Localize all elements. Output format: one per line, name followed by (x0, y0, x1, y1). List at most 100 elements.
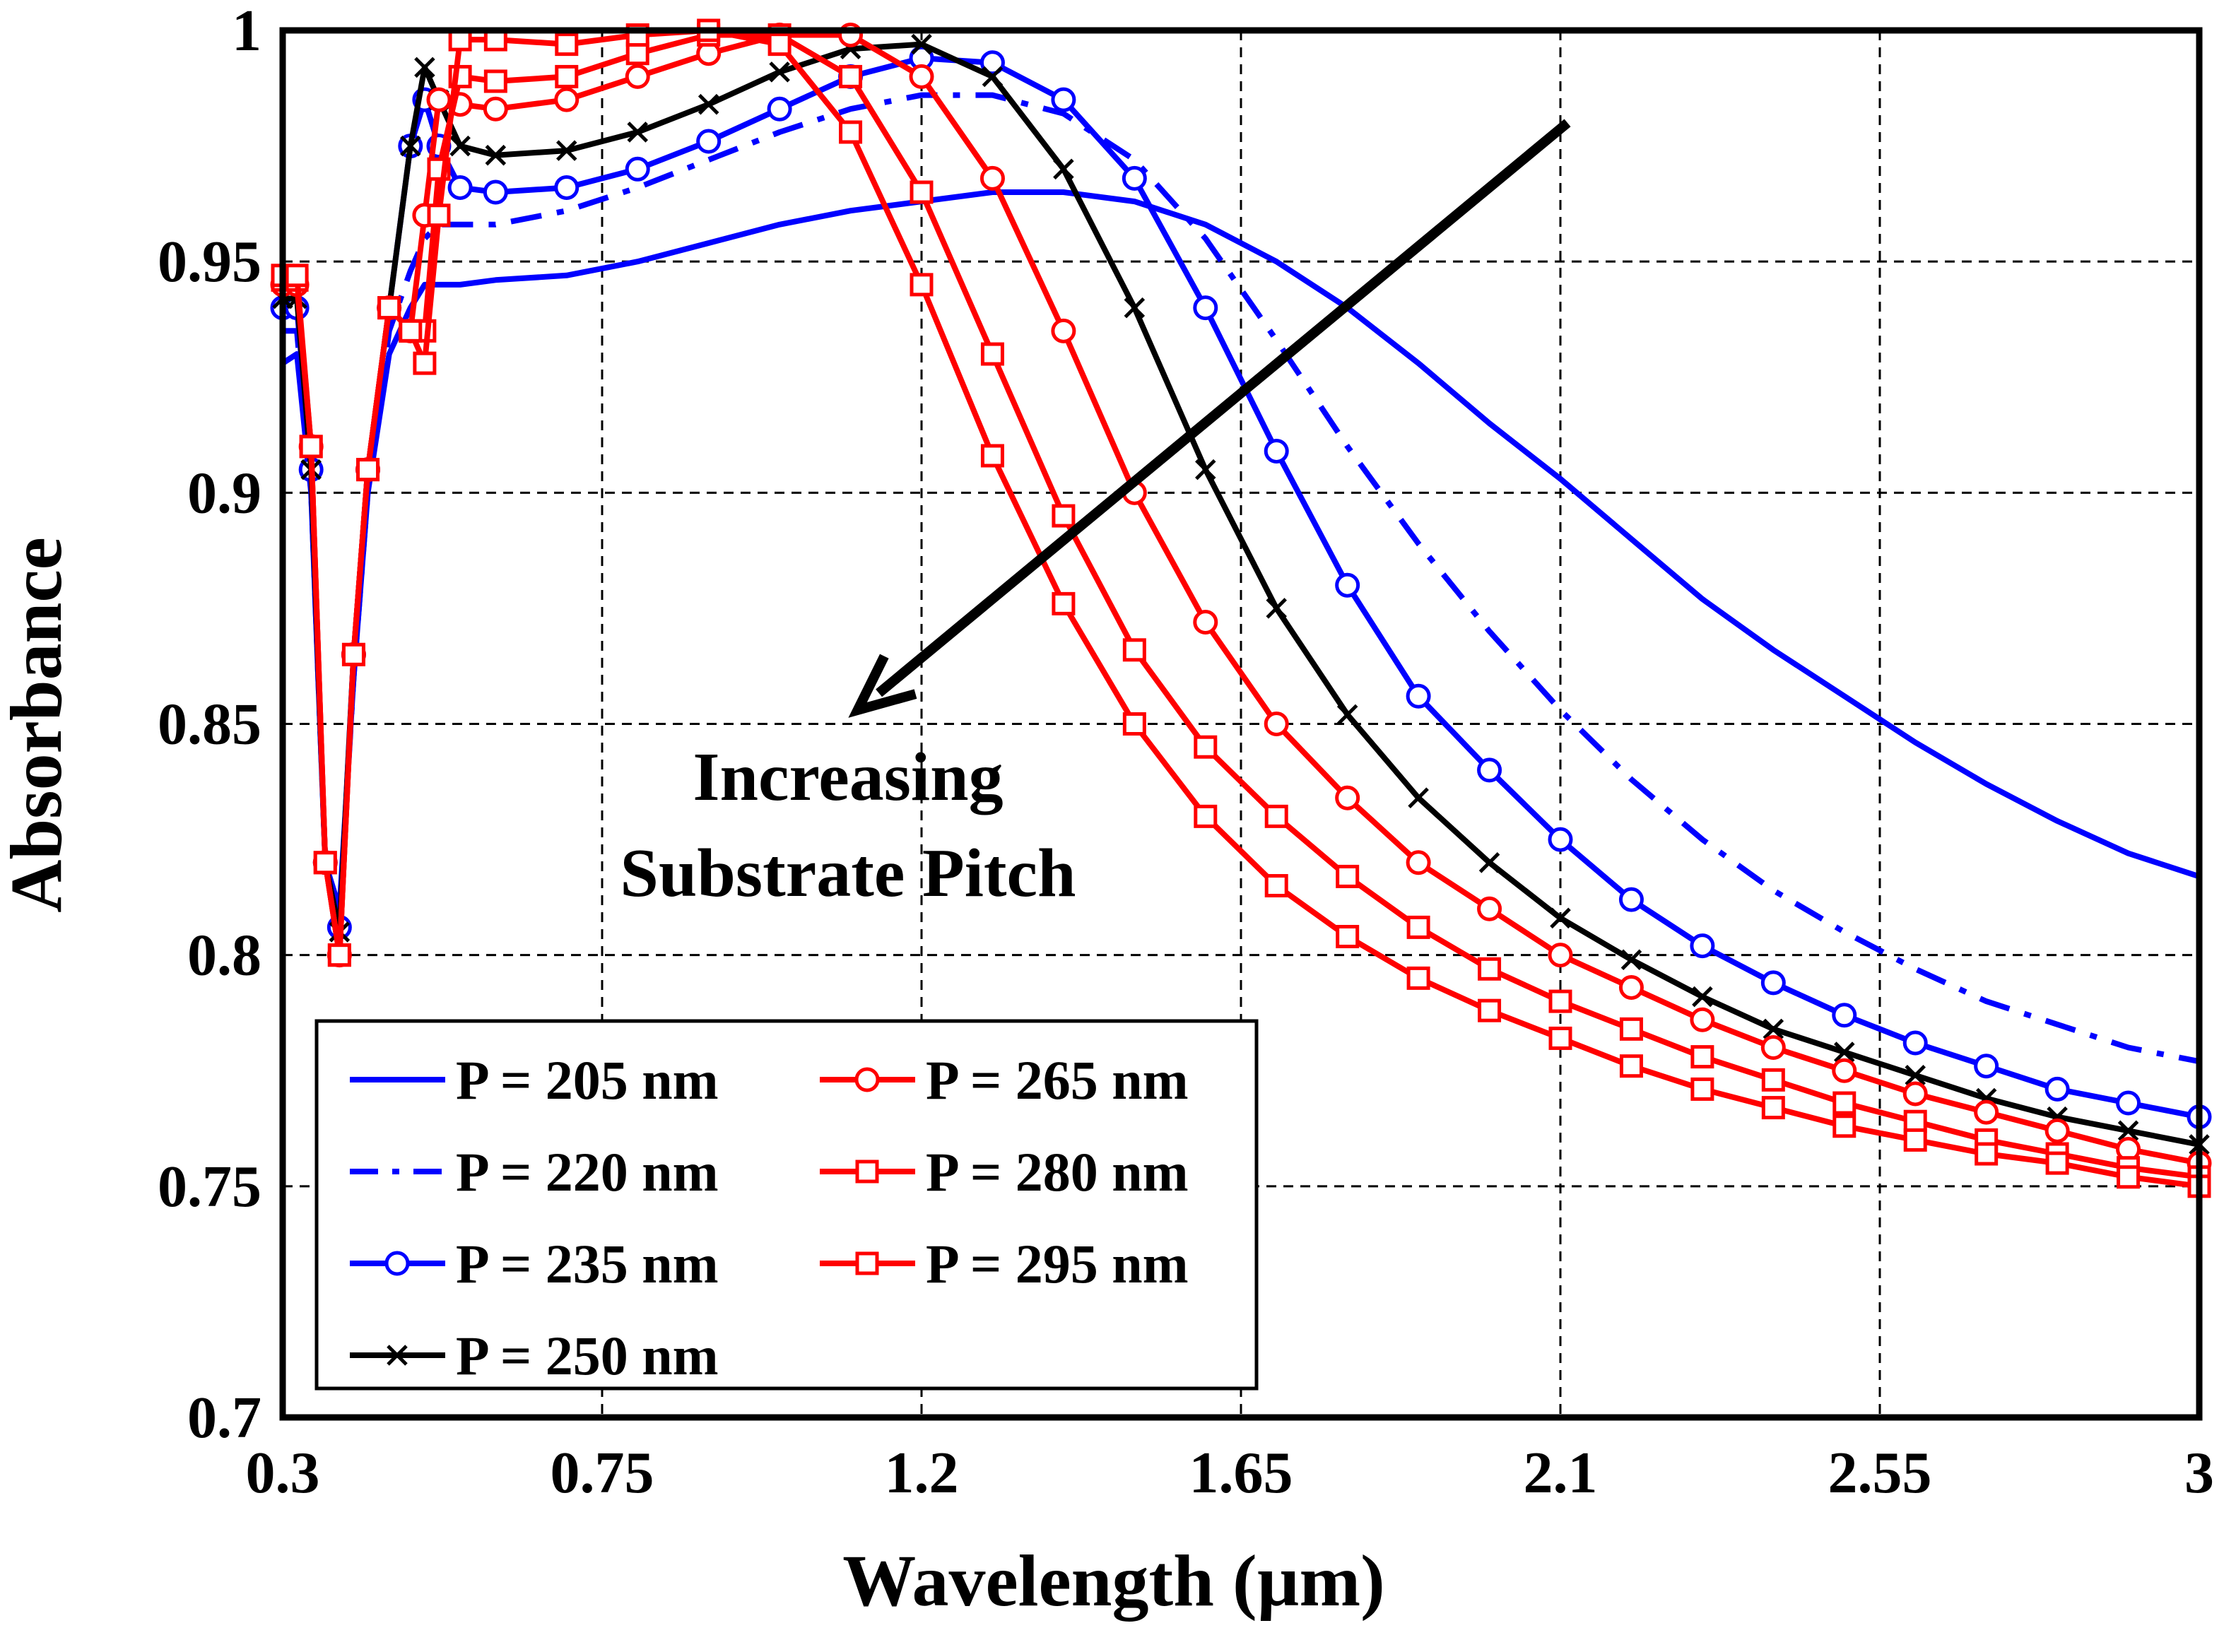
legend-label: P = 235 nm (456, 1233, 719, 1294)
data-point (1406, 966, 1430, 990)
x-marker-stroke (1834, 1042, 1855, 1063)
data-point (1478, 957, 1502, 981)
data-point (1336, 864, 1360, 888)
x-marker-stroke (1195, 459, 1216, 480)
data-point (839, 120, 863, 144)
legend-label: P = 280 nm (926, 1141, 1189, 1203)
x-marker-stroke (556, 140, 577, 161)
legend-label: P = 295 nm (926, 1233, 1189, 1294)
data-point (2044, 1076, 2070, 1102)
data-point (1194, 735, 1218, 759)
data-point (910, 180, 934, 204)
data-point (979, 50, 1005, 76)
data-point (341, 642, 365, 666)
data-point (426, 87, 452, 112)
data-point (1478, 852, 1500, 873)
data-point (555, 64, 579, 88)
data-point (1477, 757, 1502, 783)
x-tick-label: 0.3 (246, 1440, 320, 1506)
x-marker-stroke (911, 33, 932, 55)
legend-entry: P = 250 nm (350, 1325, 719, 1386)
data-point (1406, 915, 1430, 939)
legend-swatch-marker (387, 1345, 408, 1366)
data-point (1194, 804, 1218, 828)
data-point (1408, 787, 1429, 808)
x-marker-stroke (1408, 787, 1429, 808)
data-point (1832, 1114, 1857, 1138)
x-tick-label: 0.75 (551, 1440, 654, 1506)
annotation-arrow-shaft (876, 119, 1571, 697)
x-tick-label: 3 (2184, 1440, 2214, 1506)
data-point (1690, 1077, 1714, 1101)
data-point (1336, 704, 1358, 726)
legend-entry: P = 205 nm (350, 1049, 719, 1111)
data-point (1053, 158, 1074, 180)
legend-swatch-marker (854, 1067, 880, 1092)
data-point (2116, 1090, 2141, 1116)
data-point (1618, 887, 1644, 912)
y-tick-label: 0.9 (187, 460, 261, 526)
legend-label: P = 220 nm (456, 1141, 719, 1203)
data-point (1690, 933, 1715, 959)
x-marker-stroke (414, 57, 435, 78)
data-point (1122, 638, 1146, 662)
data-point (1264, 804, 1288, 828)
data-point (1902, 1030, 1928, 1056)
data-point (1763, 1018, 1784, 1040)
data-point (1619, 1054, 1643, 1078)
data-point (1122, 165, 1147, 191)
x-marker-stroke (485, 144, 507, 166)
data-point (909, 64, 934, 89)
data-point (2117, 1165, 2141, 1189)
legend: P = 205 nm P = 220 nm P = 235 nm P = 250 nm… (314, 1019, 1259, 1391)
data-point (1974, 1054, 1999, 1079)
legend-swatch-marker (384, 1251, 410, 1276)
data-point (767, 96, 792, 122)
x-marker-stroke (1905, 1065, 1926, 1086)
x-marker-stroke (1124, 297, 1146, 319)
data-point (299, 435, 323, 459)
legend-entry: P = 280 nm (820, 1141, 1189, 1203)
data-point (1335, 785, 1360, 810)
x-marker-stroke (1692, 986, 1713, 1008)
data-point (285, 264, 309, 288)
data-point (1266, 598, 1287, 619)
data-point (698, 93, 719, 115)
data-point (1619, 1017, 1643, 1041)
data-point (1193, 295, 1218, 321)
data-point (1902, 1081, 1928, 1107)
data-point (1335, 572, 1360, 598)
series-layer (270, 18, 2212, 1198)
data-point (1051, 318, 1076, 343)
data-point (327, 943, 351, 967)
data-point (1336, 924, 1360, 948)
legend-entry: P = 295 nm (820, 1233, 1189, 1294)
data-point (1761, 1096, 1785, 1120)
data-point (356, 458, 380, 482)
data-point (1548, 827, 1573, 852)
y-tick-label: 0.7 (187, 1385, 261, 1451)
legend-box (314, 1019, 1259, 1391)
data-point (1548, 943, 1573, 968)
series-220-nm (283, 92, 2200, 1065)
y-tick-label: 1 (232, 0, 261, 64)
data-point (1406, 683, 1431, 709)
data-point (400, 135, 421, 157)
x-marker-stroke (627, 122, 648, 143)
x-tick-label: 2.1 (1524, 1440, 1598, 1506)
data-point (980, 342, 1004, 366)
data-point (1834, 1042, 1855, 1063)
data-point (1761, 1068, 1785, 1092)
data-point (554, 175, 579, 200)
data-point (1832, 1091, 1857, 1115)
series-line (283, 92, 2200, 1065)
data-point (1264, 874, 1288, 898)
x-marker-stroke (1763, 1018, 1784, 1040)
data-point (911, 33, 932, 55)
data-point (1620, 949, 1642, 970)
data-point (1690, 1007, 1715, 1032)
data-point (1548, 1026, 1572, 1050)
data-point (1122, 712, 1146, 736)
legend-label: P = 205 nm (456, 1049, 719, 1111)
